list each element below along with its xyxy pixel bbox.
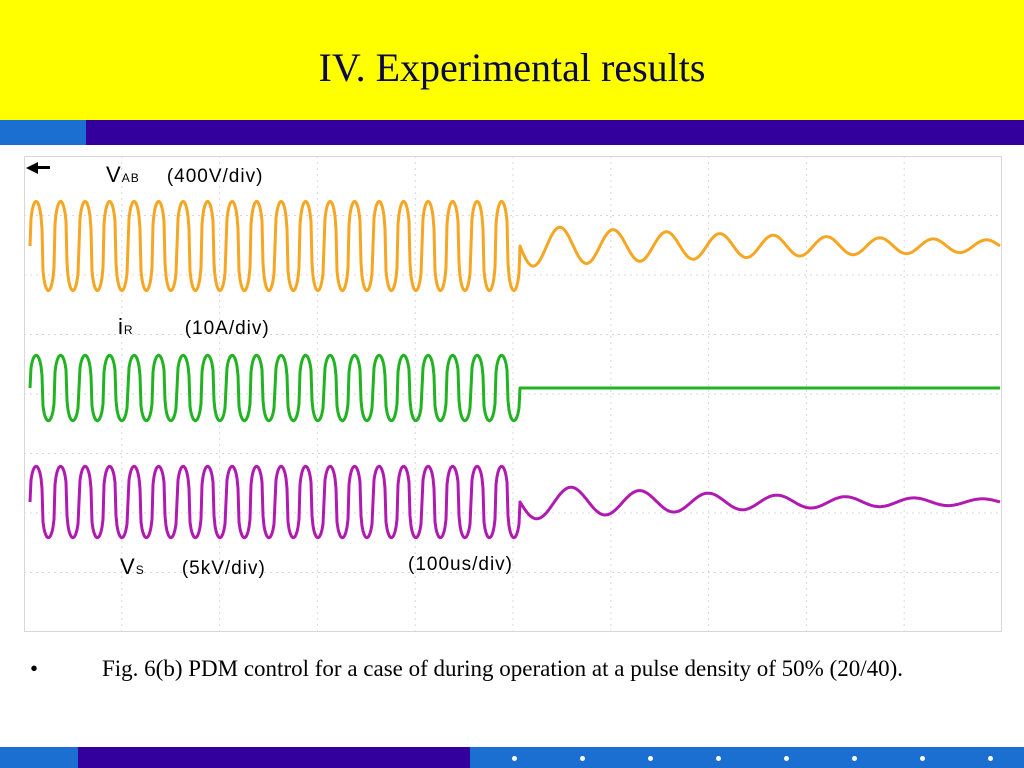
channel-scale-vab: (400V/div) [166,166,264,187]
footer-dot [716,756,721,761]
footer-band-left [0,747,78,768]
slide-title: IV. Experimental results [318,45,706,90]
footer-dot [852,756,857,761]
channel-scale-vs: (5kV/div) [181,558,266,579]
channel-subscript-vs: S [135,563,145,577]
channel-subscript-ir: R [123,323,134,337]
timebase-label: (100us/div) [408,554,513,575]
channel-subscript-vab: AB [121,171,140,185]
channel-label-ir: iR (10A/div) [118,314,270,340]
trigger-marker-bar [38,166,50,169]
footer-band-right [470,747,1024,768]
header-band-left [0,120,86,145]
traces [28,199,1001,540]
title-bar [0,0,1024,120]
caption-text: Fig. 6(b) PDM control for a case of duri… [102,656,903,681]
trace-ir [28,353,1000,423]
footer-dot [784,756,789,761]
caption-bullet: • [30,656,39,681]
oscilloscope-chart: VAB (400V/div) iR (10A/div) VS (5kV/div)… [24,156,1002,632]
channel-label-vs: VS (5kV/div) [120,554,266,580]
header-band-right [86,120,1024,145]
channel-symbol-vs: V [120,554,136,579]
trigger-marker-icon [26,162,38,174]
footer-dot [988,756,993,761]
trace-vab [28,199,1001,293]
channel-label-vab: VAB (400V/div) [106,162,263,188]
footer-dot [580,756,585,761]
channel-symbol-vab: V [106,162,122,187]
footer-dot [512,756,517,761]
footer-dot [920,756,925,761]
trace-vs [28,464,1001,540]
oscilloscope-plot [24,156,1002,632]
footer-band-mid [78,747,470,768]
footer-dot [648,756,653,761]
channel-scale-ir: (10A/div) [184,318,270,339]
channel-symbol-ir: i [118,314,124,339]
